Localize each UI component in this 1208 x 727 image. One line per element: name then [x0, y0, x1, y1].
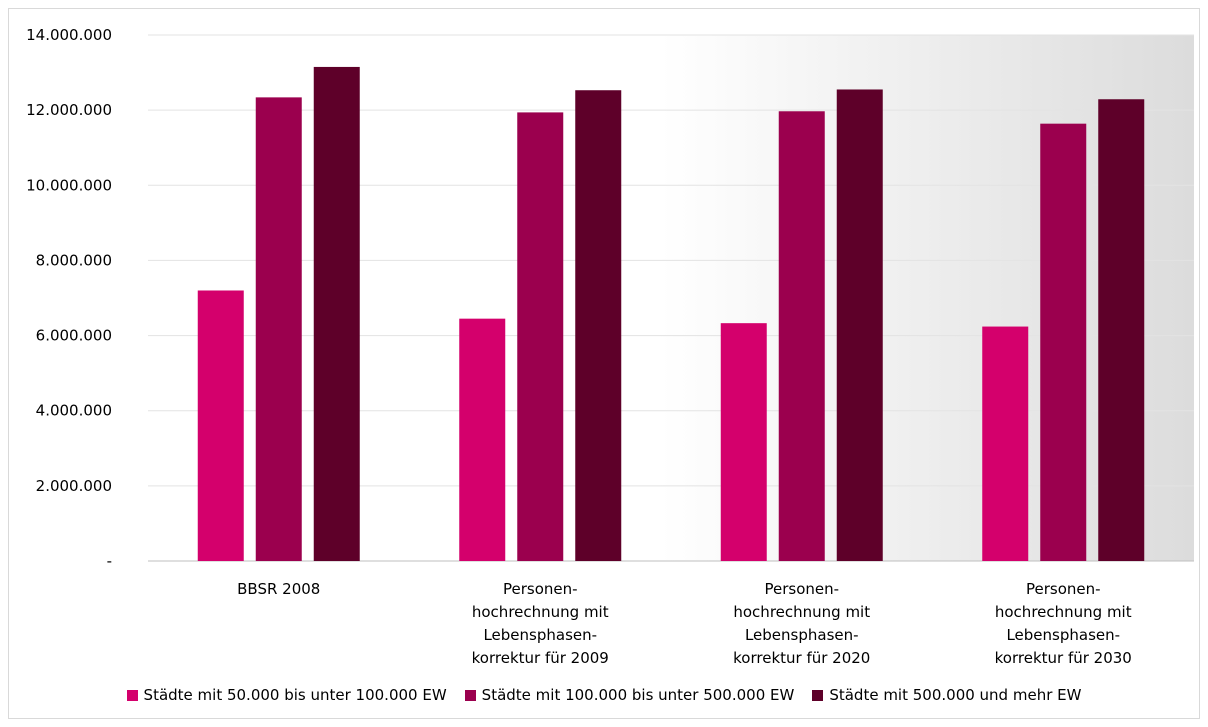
legend-item-large-cities: Städte mit 500.000 und mehr EW	[812, 686, 1081, 704]
category-labels: BBSR 2008 Personen-hochrechnung mit Lebens…	[237, 580, 1132, 667]
y-tick-label: 14.000.000	[26, 26, 112, 44]
category-label: Personen-hochrechnung mit Lebensphasen-ko…	[472, 580, 609, 667]
category-label-line: korrektur für 2009	[472, 649, 609, 667]
category-label-line: Personen-	[764, 580, 839, 598]
y-tick-label: 2.000.000	[36, 477, 112, 495]
category-label-line: BBSR 2008	[237, 580, 320, 598]
legend-label: Städte mit 500.000 und mehr EW	[829, 686, 1082, 704]
legend-label: Städte mit 50.000 bis unter 100.000 EW	[143, 686, 447, 704]
category-label-line: Personen-	[503, 580, 578, 598]
legend: Städte mit 50.000 bis unter 100.000 EW S…	[0, 683, 1208, 707]
bar	[575, 90, 622, 561]
bars	[197, 66, 1145, 562]
y-tick-label: 4.000.000	[36, 402, 112, 420]
bar	[1098, 99, 1145, 562]
legend-swatch	[812, 689, 824, 701]
category-label-line: korrektur für 2030	[995, 649, 1132, 667]
bar	[836, 89, 883, 561]
y-axis-ticks: - 2.000.000 4.000.000 6.000.000 8.000.000 10.…	[26, 26, 112, 570]
y-tick-label: 8.000.000	[36, 251, 112, 269]
legend-item-small-cities: Städte mit 50.000 bis unter 100.000 EW	[126, 686, 447, 704]
bar	[197, 290, 244, 561]
legend-item-medium-cities: Städte mit 100.000 bis unter 500.000 EW	[464, 686, 795, 704]
category-label-line: Personen-	[1026, 580, 1101, 598]
bar-chart: - 2.000.000 4.000.000 6.000.000 8.000.000 10.…	[26, 26, 1194, 667]
y-tick-label: -	[107, 552, 112, 570]
category-label: Personen-hochrechnung mit Lebensphasen-ko…	[733, 580, 870, 667]
category-label-line: hochrechnung mit	[733, 603, 870, 621]
category-label-line: Lebensphasen-	[483, 626, 597, 644]
bar	[720, 323, 767, 561]
y-tick-label: 12.000.000	[26, 101, 112, 119]
bar	[1040, 123, 1087, 561]
category-label-line: Lebensphasen-	[745, 626, 859, 644]
y-tick-label: 6.000.000	[36, 327, 112, 345]
bar	[517, 112, 564, 561]
legend-label: Städte mit 100.000 bis unter 500.000 EW	[481, 686, 795, 704]
legend-swatch	[464, 689, 476, 701]
bar	[255, 97, 302, 562]
category-label-line: hochrechnung mit	[472, 603, 609, 621]
bar	[982, 326, 1029, 561]
legend-swatch	[126, 689, 138, 701]
bar	[459, 318, 506, 561]
bar	[778, 111, 825, 562]
y-tick-label: 10.000.000	[26, 176, 112, 194]
category-label-line: Lebensphasen-	[1006, 626, 1120, 644]
category-label-line: korrektur für 2020	[733, 649, 870, 667]
category-label: Personen-hochrechnung mit Lebensphasen-ko…	[995, 580, 1132, 667]
bar	[313, 66, 360, 561]
category-label: BBSR 2008	[237, 580, 320, 598]
category-label-line: hochrechnung mit	[995, 603, 1132, 621]
